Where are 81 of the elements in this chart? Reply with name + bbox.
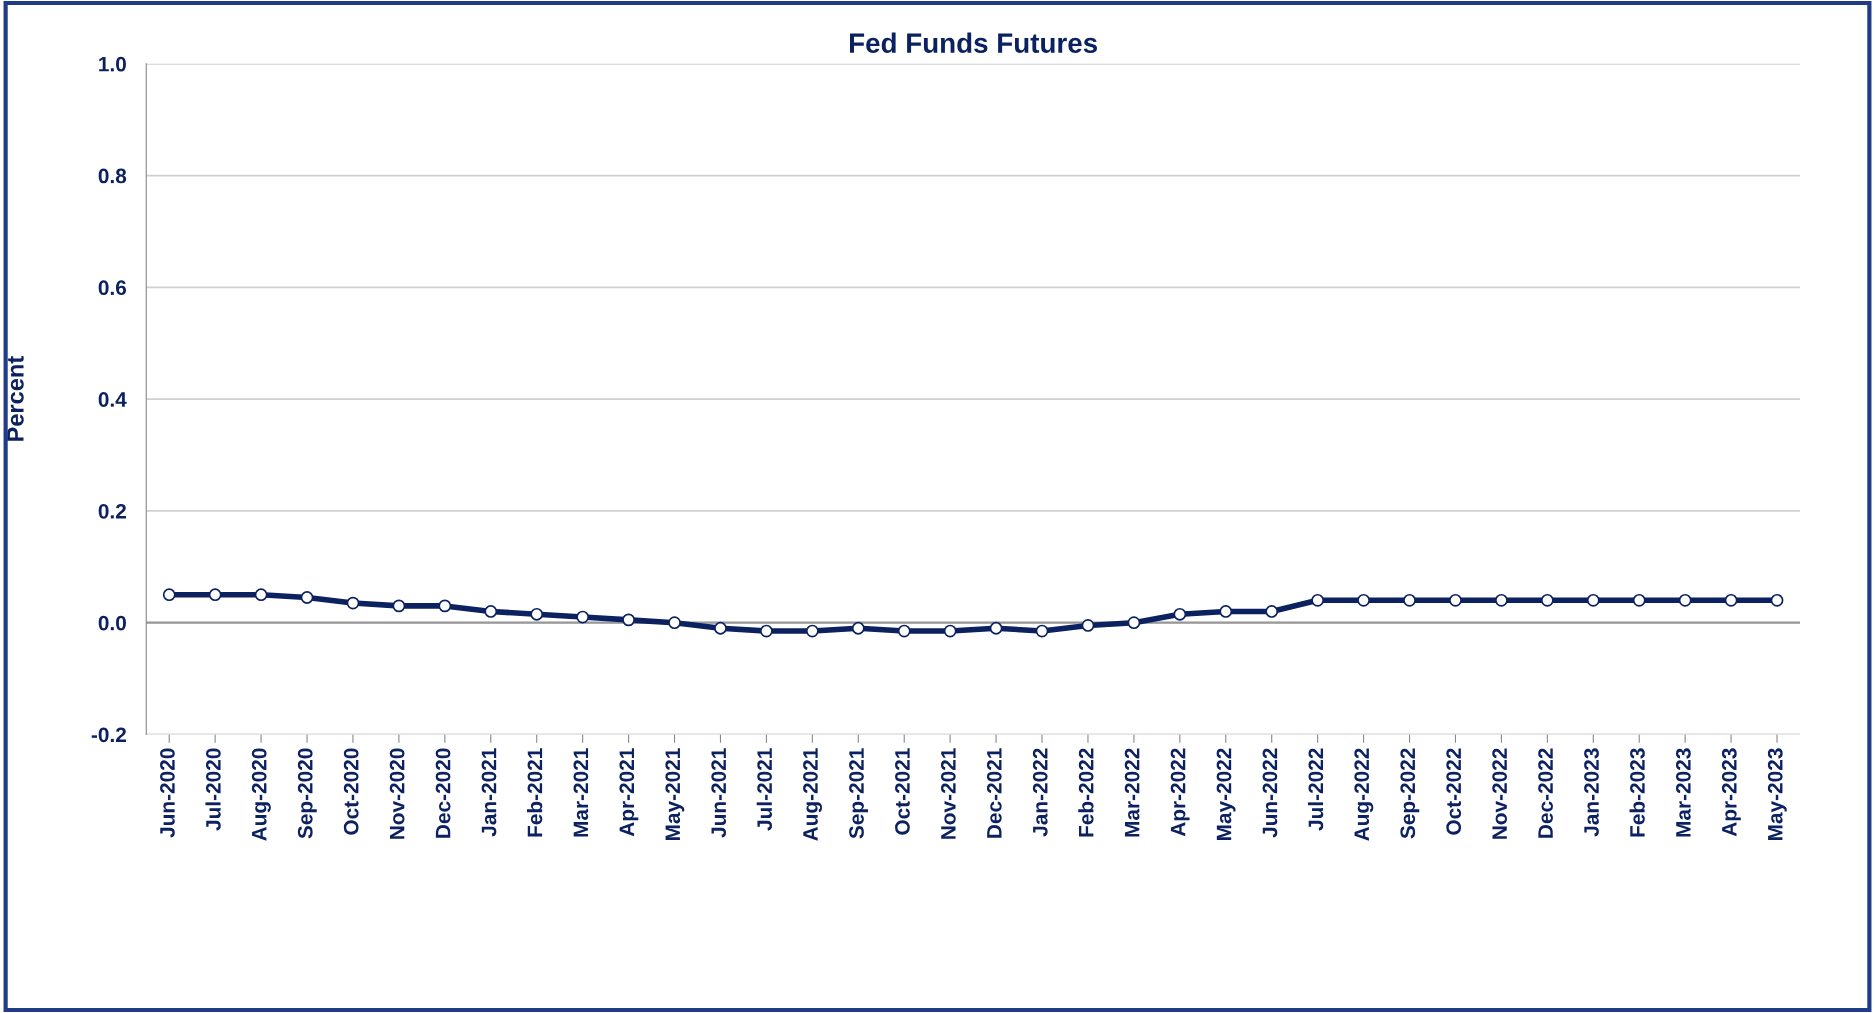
x-tick-label: Jun-2021 [711,748,727,838]
point [346,596,360,610]
x-tick-label: Mar-2023 [1676,748,1691,837]
x-tick-label: Jul-2021 [756,748,772,831]
x-tick-label: Jan-2021 [481,748,497,837]
x-tick-label: May-2022 [1216,748,1236,841]
x-tick-label: Aug-2022 [1354,748,1374,841]
y-tick-label: 0.8 [98,168,127,184]
point [1449,593,1462,607]
point [1127,616,1141,630]
point [943,624,957,638]
point [805,624,819,638]
point [438,599,452,613]
x-tick-label: Mar-2022 [1124,748,1140,837]
point [576,610,590,624]
x-tick-label: Nov-2022 [1492,748,1507,839]
point [851,621,865,635]
x-tick-label: Nov-2020 [389,748,405,839]
point [1586,593,1600,607]
point [1035,624,1049,638]
x-tick-label: Nov-2021 [941,748,956,839]
point [484,605,498,618]
point [897,624,911,638]
x-tick-label: Jan-2023 [1584,748,1599,837]
point [1495,593,1508,607]
y-tick-label: -0.2 [91,727,126,743]
x-tick-label: Jul-2020 [205,748,221,831]
x-tick-label: Oct-2022 [1446,748,1462,835]
point [1265,605,1279,618]
x-tick-label: Apr-2022 [1170,748,1190,837]
x-tick-label: Apr-2021 [619,748,639,837]
point [668,616,681,630]
point [530,607,544,621]
y-tick-label: 0.2 [98,503,126,519]
x-tick-label: Feb-2022 [1078,748,1094,837]
x-tick-label: Sep-2022 [1400,748,1420,839]
point [162,588,176,602]
point [392,599,406,613]
x-tick-label: Jan-2022 [1032,748,1048,837]
x-tick-label: Aug-2020 [251,748,271,841]
point [622,613,635,627]
point [1770,593,1784,607]
point [300,591,314,604]
x-tick-label: Sep-2021 [849,748,868,839]
x-tick-label: Sep-2020 [297,748,317,839]
point [1173,607,1187,621]
x-tick-label: Feb-2021 [527,748,543,837]
point [989,621,1003,635]
x-tick-label: Oct-2020 [343,748,359,835]
x-tick-label: Jun-2020 [160,748,175,838]
point [1403,593,1416,607]
point [254,588,268,602]
point [1632,593,1646,607]
point [1311,593,1325,607]
x-tick-label: May-2021 [665,748,685,841]
x-tick-label: Aug-2021 [803,748,823,841]
x-tick-label: Jul-2022 [1307,748,1324,831]
point [1219,605,1233,618]
y-tick-label: 0.6 [98,280,127,296]
y-tick-label: 1.0 [99,56,126,72]
x-tick-label: Oct-2021 [895,748,910,835]
x-tick-label: Dec-2021 [986,748,1002,838]
point [1678,593,1692,607]
x-tick-label: Jun-2022 [1262,748,1278,838]
x-tick-label: Mar-2021 [573,748,589,837]
point [1357,593,1370,607]
y-axis-title: Percent [7,356,24,441]
point [1724,593,1738,607]
point [208,588,222,602]
x-tick-label: Dec-2020 [435,748,451,838]
x-tick-label: Feb-2023 [1629,748,1645,837]
x-tick-label: May-2023 [1767,748,1787,841]
point [1081,619,1095,632]
point [1540,593,1554,607]
y-tick-label: 0.4 [98,392,127,407]
chart-title: Fed Funds Futures [849,32,1097,53]
y-tick-label: 0.0 [98,615,126,631]
point [760,624,773,638]
x-tick-label: Dec-2022 [1538,748,1553,838]
point [714,621,727,635]
x-tick-label: Apr-2023 [1721,748,1741,837]
